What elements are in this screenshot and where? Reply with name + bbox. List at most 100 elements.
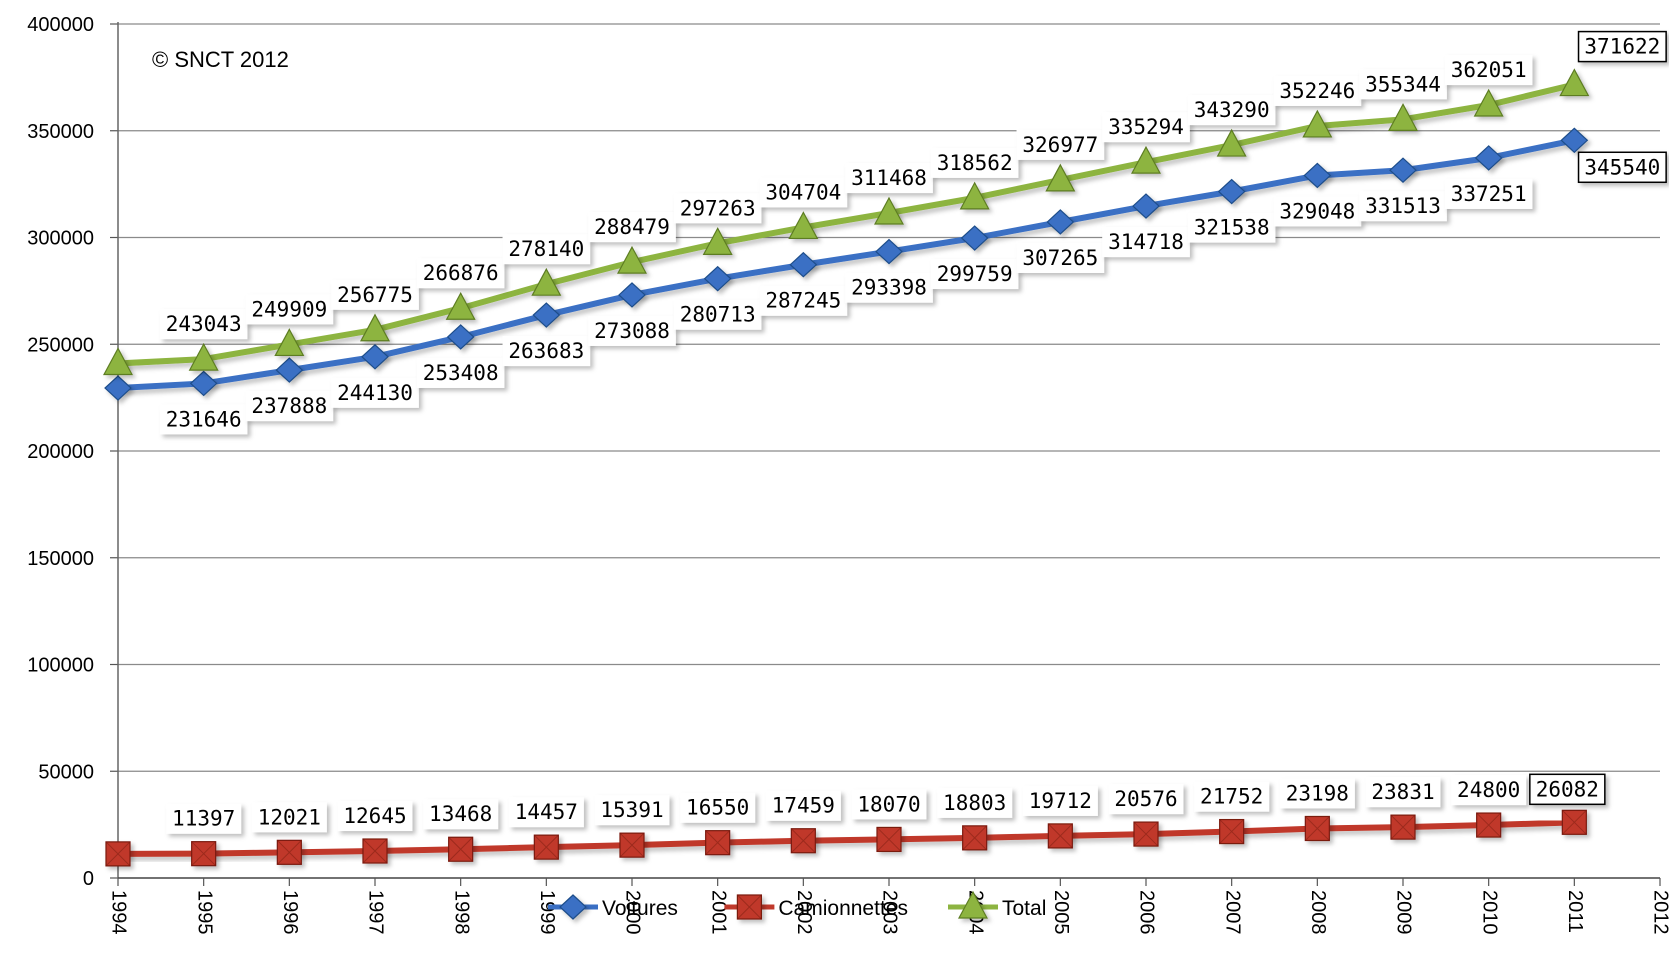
- data-point-voitures: [189, 370, 218, 397]
- x-tick-label: 2002: [793, 890, 815, 935]
- y-tick-label: 100000: [27, 655, 94, 677]
- data-label-voitures: 345540: [1577, 151, 1667, 184]
- data-label-box: [1359, 191, 1447, 222]
- data-label-text: 288479: [594, 215, 670, 239]
- data-label-box: [765, 790, 841, 821]
- data-label-box: [416, 258, 505, 289]
- data-label-total: 243043: [159, 309, 248, 340]
- data-label-total: 297263: [673, 193, 762, 224]
- data-label-camionnettes: 12021: [251, 802, 327, 833]
- data-label-text: 23831: [1371, 780, 1434, 804]
- data-point-total: [616, 245, 648, 274]
- data-label-text: 335294: [1108, 115, 1184, 139]
- data-label-voitures: 244130: [331, 377, 419, 408]
- data-label-box: [1359, 69, 1447, 100]
- data-label-box: [1279, 778, 1355, 809]
- data-label-text: 321538: [1194, 216, 1270, 240]
- data-label-voitures: 314718: [1102, 227, 1190, 258]
- data-label-camionnettes: 18803: [937, 787, 1013, 818]
- data-label-box: [845, 272, 933, 303]
- data-point-camionnettes: [362, 838, 388, 864]
- data-point-total: [445, 291, 476, 320]
- data-point-total: [1387, 103, 1419, 131]
- y-tick-label: 400000: [27, 14, 94, 36]
- marker-square-cross: [705, 830, 731, 856]
- data-label-box: [594, 795, 670, 826]
- y-tick-label: 0: [83, 868, 94, 890]
- x-tick-label: 1994: [108, 890, 130, 935]
- data-label-text: 371622: [1584, 35, 1660, 59]
- data-label-box: [502, 336, 591, 367]
- legend-marker: [559, 894, 587, 920]
- data-point-camionnettes: [1133, 821, 1159, 847]
- data-label-text: 12021: [258, 805, 321, 829]
- data-label-text: 21752: [1200, 785, 1263, 809]
- data-point-total: [702, 227, 733, 255]
- data-label-text: 331513: [1365, 194, 1441, 218]
- data-label-text: 280713: [680, 303, 756, 327]
- data-point-voitures: [532, 302, 561, 328]
- data-label-text: 18803: [943, 791, 1006, 815]
- data-labels: 231646 237888 244130 253408 263683 273088 2807…: [159, 30, 1667, 834]
- data-label-box: [1102, 112, 1190, 143]
- data-point-voitures: [361, 343, 389, 370]
- data-label-voitures: 237888: [245, 391, 334, 422]
- data-label-text: 326977: [1022, 133, 1098, 157]
- data-label-total: 352246: [1273, 75, 1362, 106]
- data-label-voitures: 329048: [1273, 196, 1362, 227]
- data-point-total: [1045, 163, 1076, 192]
- data-label-text: 24800: [1457, 778, 1520, 802]
- marker-square-cross: [962, 825, 988, 851]
- data-label-text: 18070: [857, 792, 920, 816]
- data-label-text: 278140: [508, 237, 584, 261]
- data-label-box: [1016, 129, 1105, 160]
- data-label-text: 244130: [337, 381, 413, 405]
- data-label-box: [251, 802, 327, 833]
- data-label-box: [1102, 227, 1190, 258]
- marker-square-cross: [362, 838, 388, 864]
- marker-square-cross: [1047, 823, 1073, 849]
- data-label-text: 16550: [686, 796, 749, 820]
- data-point-camionnettes: [1219, 818, 1245, 845]
- data-label-text: 249909: [251, 297, 327, 321]
- data-label-total: 371622: [1577, 30, 1667, 63]
- marker-square-cross: [105, 841, 131, 867]
- x-tick-label: 1999: [536, 890, 558, 935]
- data-label-box: [1022, 785, 1098, 816]
- legend-item-total: Total: [948, 890, 1046, 920]
- data-point-voitures: [1560, 127, 1589, 154]
- x-tick-label: 1998: [450, 890, 472, 935]
- data-point-camionnettes: [105, 841, 131, 867]
- y-tick-label: 50000: [38, 761, 94, 783]
- data-label-box: [166, 803, 242, 834]
- x-tick-label: 2003: [879, 890, 901, 935]
- data-label-box: [1365, 777, 1441, 808]
- data-label-text: 12645: [343, 804, 406, 828]
- data-label-voitures: 263683: [502, 336, 591, 367]
- marker-square-cross: [876, 827, 902, 852]
- x-tick-label: 2007: [1221, 890, 1243, 935]
- data-label-box: [759, 285, 848, 316]
- data-label-total: 318562: [930, 147, 1019, 178]
- data-label-camionnettes: 24800: [1451, 775, 1527, 806]
- data-label-box: [159, 404, 248, 435]
- marker-square-cross: [737, 894, 762, 920]
- data-label-box: [331, 279, 419, 310]
- data-label-text: 243043: [166, 312, 242, 336]
- data-label-box: [245, 391, 334, 422]
- data-label-text: 256775: [337, 283, 413, 307]
- data-label-camionnettes: 21752: [1194, 781, 1270, 812]
- data-label-camionnettes: 18070: [851, 789, 927, 820]
- data-label-total: 266876: [416, 258, 505, 289]
- legend-item-camionnettes: Camionnettes: [724, 894, 908, 920]
- data-label-box: [845, 163, 933, 194]
- data-label-total: 256775: [331, 279, 419, 310]
- data-label-text: 307265: [1022, 246, 1098, 270]
- data-point-total: [1473, 88, 1504, 117]
- data-label-box: [1529, 773, 1606, 806]
- data-point-camionnettes: [790, 828, 816, 854]
- data-label-box: [937, 787, 1013, 818]
- axes: 0 50000 100000 150000 200000 250000 300000 3500…: [27, 14, 1669, 935]
- data-label-camionnettes: 23831: [1365, 777, 1441, 808]
